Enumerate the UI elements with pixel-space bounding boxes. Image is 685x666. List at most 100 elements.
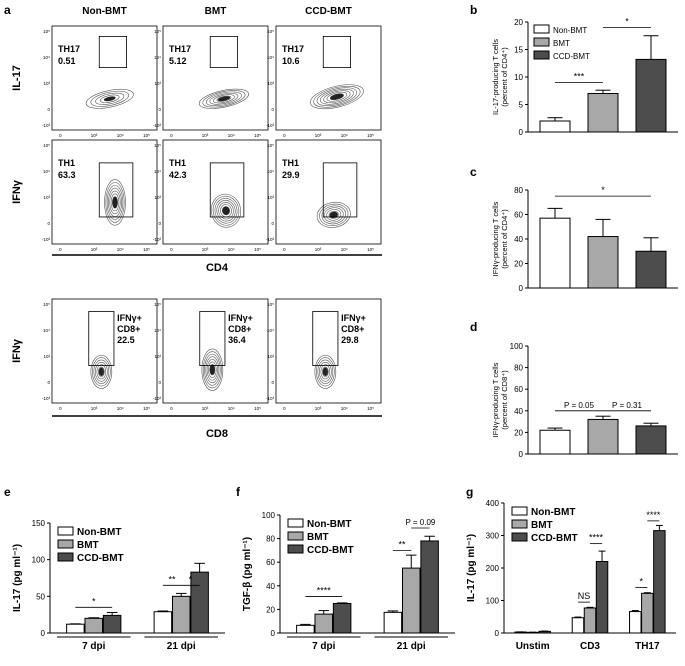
contour <box>309 84 364 110</box>
y-tick-label: 100 <box>510 342 524 351</box>
flow-ytick: 10³ <box>154 354 161 359</box>
legend-label: Non-BMT <box>531 507 575 518</box>
gate-name2: CD8+ <box>117 324 140 334</box>
flow-ytick: -10³ <box>266 396 275 401</box>
contour <box>202 351 222 389</box>
flow-xtick: 10⁴ <box>117 133 124 138</box>
y-tick-label: 20 <box>514 428 523 437</box>
flow-xtick: 10⁴ <box>228 133 235 138</box>
flow-xtick: 10³ <box>202 406 209 411</box>
gate <box>199 311 226 366</box>
flow-plot-r1c3: 10⁵ 10⁴ 10³ 0 -10³ 0 10³ 10⁴ 10⁵ TH17 10.6 <box>266 25 382 138</box>
significance-label: * <box>92 596 96 606</box>
legend-swatch <box>511 506 528 516</box>
flow-ytick: -10³ <box>42 396 51 401</box>
flow-plot-r3c2: 10⁵ 10⁴ 10³ 0 -10³ 0 10³ 10⁴ 10⁵ IFNγ+CD8+36.4 <box>153 298 269 411</box>
flow-ytick: 10³ <box>267 195 274 200</box>
bar-non-bmt-21-dpi <box>383 611 403 634</box>
gate <box>322 36 351 69</box>
group-label: 21 dpi <box>397 641 426 652</box>
flow-xtick: 0 <box>59 247 62 252</box>
panel-letter-d: d <box>470 320 477 334</box>
flow-ytick: 10⁵ <box>154 29 161 34</box>
flow-ytick: 10⁴ <box>154 55 161 60</box>
flow-xtick: 10⁵ <box>367 406 374 411</box>
gate <box>98 36 127 69</box>
bar-ccd-bmt-21-dpi <box>190 571 209 634</box>
flow-frame <box>162 298 269 404</box>
flow-xtick: 10⁵ <box>254 406 261 411</box>
chart-c: 0 20 40 60 80 IFNγ-producing T cells (percent … <box>491 185 678 293</box>
contour <box>319 88 354 105</box>
gate-name: TH1 <box>282 158 299 168</box>
cd4-axis-label: CD4 <box>206 262 229 274</box>
flow-xtick: 10³ <box>315 406 322 411</box>
gate-value: 63.3 <box>58 170 76 180</box>
flow-ytick: 10⁵ <box>267 302 274 307</box>
gate-name: IFNγ+ <box>117 313 142 323</box>
contour <box>326 91 348 102</box>
y-axis-label: IFNγ-producing T cells <box>491 362 500 437</box>
y-tick-label: 0 <box>271 629 276 638</box>
legend-swatch <box>57 539 74 549</box>
contour <box>319 361 332 382</box>
flow-ytick: 10³ <box>43 81 50 86</box>
flow-ytick: 0 <box>47 221 50 226</box>
legend-swatch <box>287 531 304 541</box>
bar-non-bmt-cd3 <box>571 617 585 634</box>
flow-ytick: 10⁵ <box>43 143 50 148</box>
flow-xtick: 10⁵ <box>254 247 261 252</box>
significance-label: * <box>601 185 605 195</box>
contour <box>317 359 334 384</box>
flow-ytick: 10⁴ <box>154 328 161 333</box>
contour <box>322 366 329 377</box>
contour <box>316 201 351 228</box>
contour <box>109 190 121 215</box>
contour <box>326 209 342 221</box>
cd8-axis-label: CD8 <box>206 428 228 440</box>
gate-value: 29.9 <box>282 170 300 180</box>
y-tick-label: 20 <box>266 605 275 614</box>
y-tick-label: 20 <box>514 260 523 269</box>
flow-ytick: 10⁵ <box>43 29 50 34</box>
flow-xtick: 10⁵ <box>143 247 150 252</box>
gate-name: TH17 <box>58 44 80 54</box>
contour <box>323 207 344 223</box>
gate <box>322 162 358 218</box>
bar-bmt <box>587 418 619 455</box>
bar-ccd-bmt-unstim <box>538 630 551 634</box>
contour <box>218 202 234 220</box>
bar-ccd-bmt <box>635 250 667 289</box>
contour-core <box>222 206 230 215</box>
gate <box>312 311 339 366</box>
gate-value: 42.3 <box>169 170 187 180</box>
contour <box>105 182 125 223</box>
y-tick-label: 60 <box>266 558 275 567</box>
flow-xtick: 10⁵ <box>254 133 261 138</box>
legend-label: CCD-BMT <box>77 553 124 564</box>
contour <box>323 90 351 104</box>
contour <box>328 210 339 219</box>
legend-label: CCD-BMT <box>553 52 590 61</box>
flow-xtick: 10⁴ <box>341 406 348 411</box>
flow-xtick: 0 <box>283 247 286 252</box>
legend-label: BMT <box>553 39 570 48</box>
flow-ytick: 10⁴ <box>267 55 274 60</box>
y-tick-label: 15 <box>514 46 523 55</box>
gate-value: 5.12 <box>169 56 187 66</box>
significance-label: **** <box>589 533 604 543</box>
contour <box>206 359 218 381</box>
bar-bmt-cd3 <box>583 607 597 634</box>
col-title-3: CCD-BMT <box>305 6 352 17</box>
y-axis-label: IL-17-producing T cells <box>491 39 500 115</box>
contour <box>98 366 105 377</box>
contour <box>209 92 239 105</box>
contour-core <box>330 93 344 100</box>
y-tick-label: 0 <box>519 128 524 137</box>
legend-swatch <box>533 37 550 47</box>
flow-ytick: 10⁵ <box>154 143 161 148</box>
contour <box>201 348 224 391</box>
flow-frame <box>275 298 382 404</box>
